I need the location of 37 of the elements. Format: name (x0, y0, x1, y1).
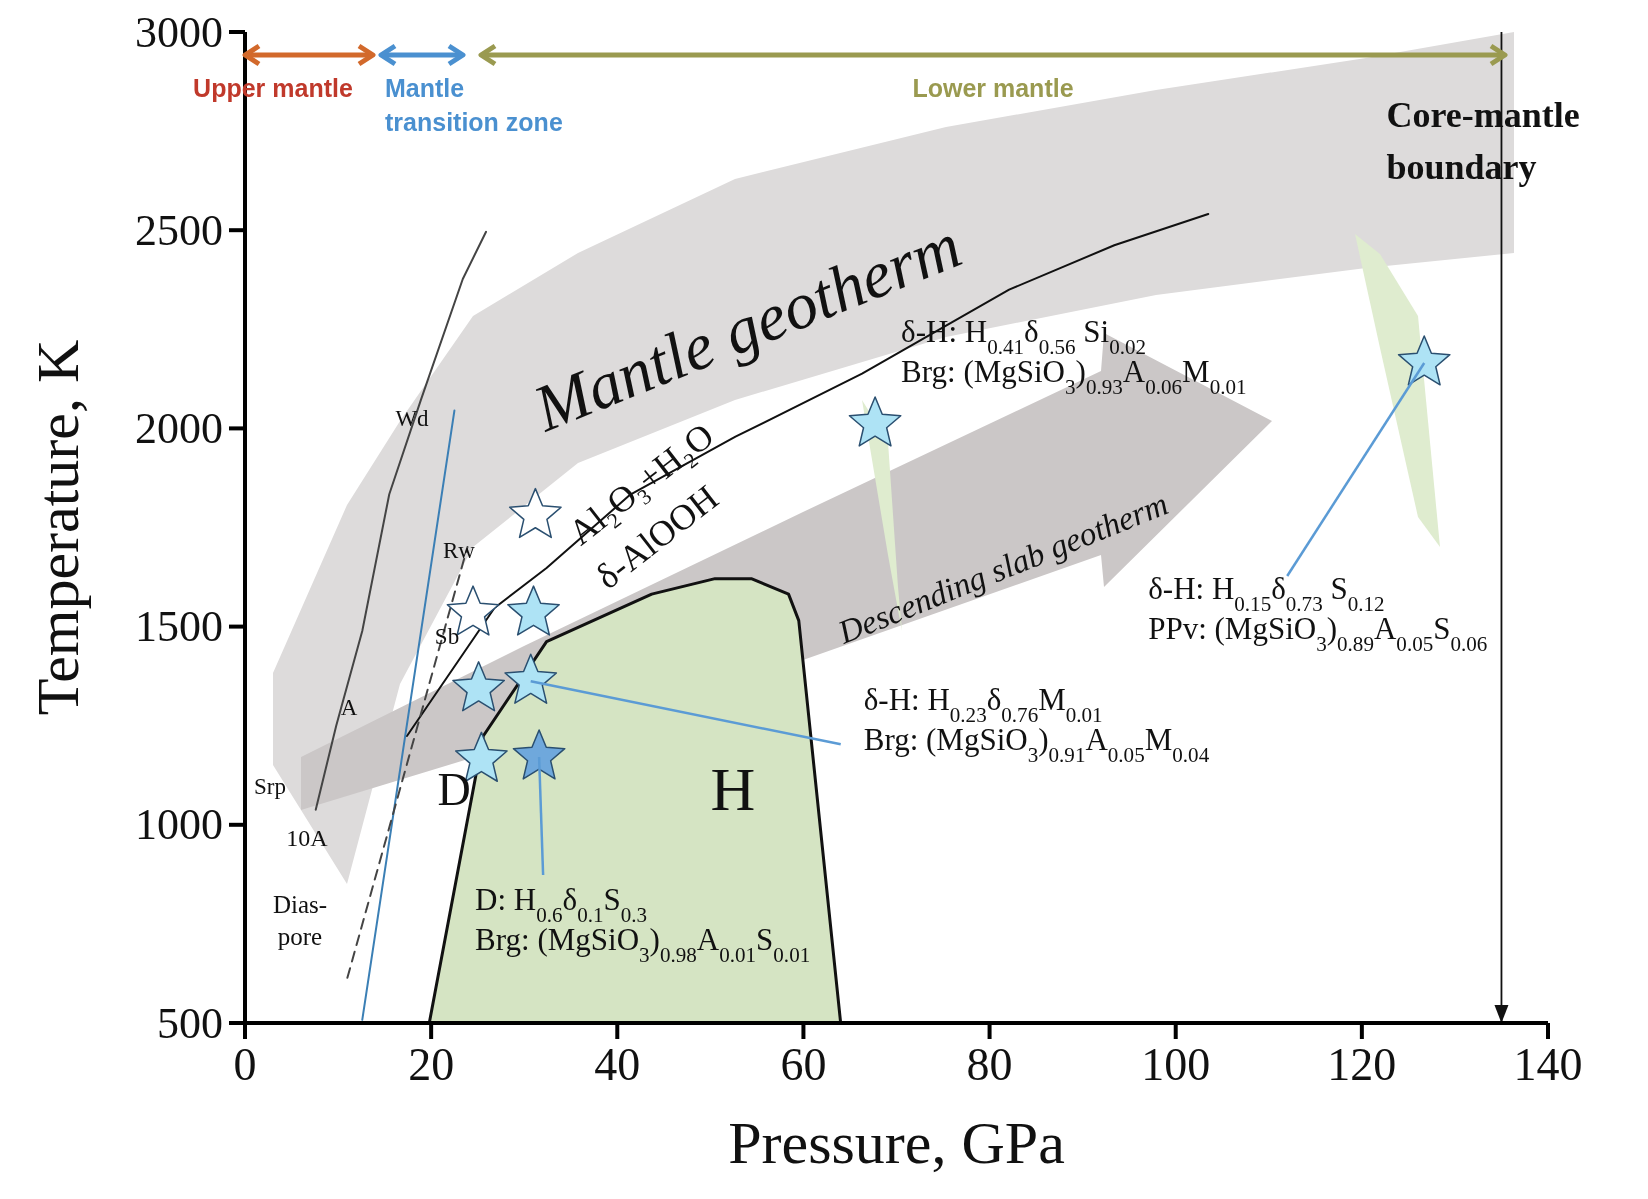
point (508, 487, 562, 539)
annotation: Rw (443, 537, 476, 563)
annotation: Sb (434, 623, 460, 649)
annotation: Lower mantle (912, 74, 1074, 102)
annotation: H (710, 755, 756, 823)
y-tick-label: 500 (157, 998, 223, 1048)
point (848, 396, 902, 447)
point (504, 653, 558, 704)
x-tick-label: 40 (594, 1039, 641, 1091)
annotation: Dias- pore (272, 890, 328, 950)
x-axis-title: Pressure, GPa (728, 1110, 1065, 1176)
y-tick-label: 2000 (135, 403, 223, 453)
annotation: Srp (254, 773, 286, 799)
point (507, 585, 560, 636)
text: δ-H: H$_{0.23}$δ$_{0.76}$M$_{0.01}$ Brg: (MgSiO$_{3}$)$_{0.91}$A$_{0.05}$M$_{0.04}$ (863, 682, 1210, 767)
text: D: H$_{0.6}$δ$_{0.1}$S$_{0.3}$ Brg: (MgSiO$_{3}$)$_{0.98}$A$_{0.01}$S$_{0.01}$ (475, 882, 811, 967)
y-axis-title: Temperature, K (25, 339, 91, 716)
x-tick-label: 0 (233, 1039, 257, 1091)
annotation: D (437, 763, 471, 815)
line-series (314, 230, 488, 811)
annotation: 10A (286, 825, 329, 851)
x-tick-label: 140 (1513, 1039, 1583, 1091)
x-tick-label: 80 (966, 1039, 1013, 1091)
y-tick-label: 2500 (135, 205, 223, 255)
y-tick-label: 3000 (135, 7, 223, 57)
text: δ-H: H$_{0.15}$δ$_{0.73}$ S$_{0.12}$ PPv: (MgSiO$_{3}$)$_{0.89}$A$_{0.05}$S$_{0.06}$ (1148, 570, 1488, 656)
point (512, 729, 566, 780)
x-tick-label: 20 (408, 1039, 455, 1091)
y-tick-label: 1000 (135, 800, 223, 850)
point (1397, 335, 1451, 386)
y-tick-label: 1500 (135, 602, 223, 652)
point (452, 661, 506, 712)
annotation: Mantle transition zone (385, 74, 563, 136)
x-tick-label: 120 (1327, 1039, 1397, 1091)
x-tick-label: 60 (780, 1039, 827, 1091)
x-tick-label: 100 (1141, 1039, 1211, 1091)
annotation: A (340, 694, 358, 720)
